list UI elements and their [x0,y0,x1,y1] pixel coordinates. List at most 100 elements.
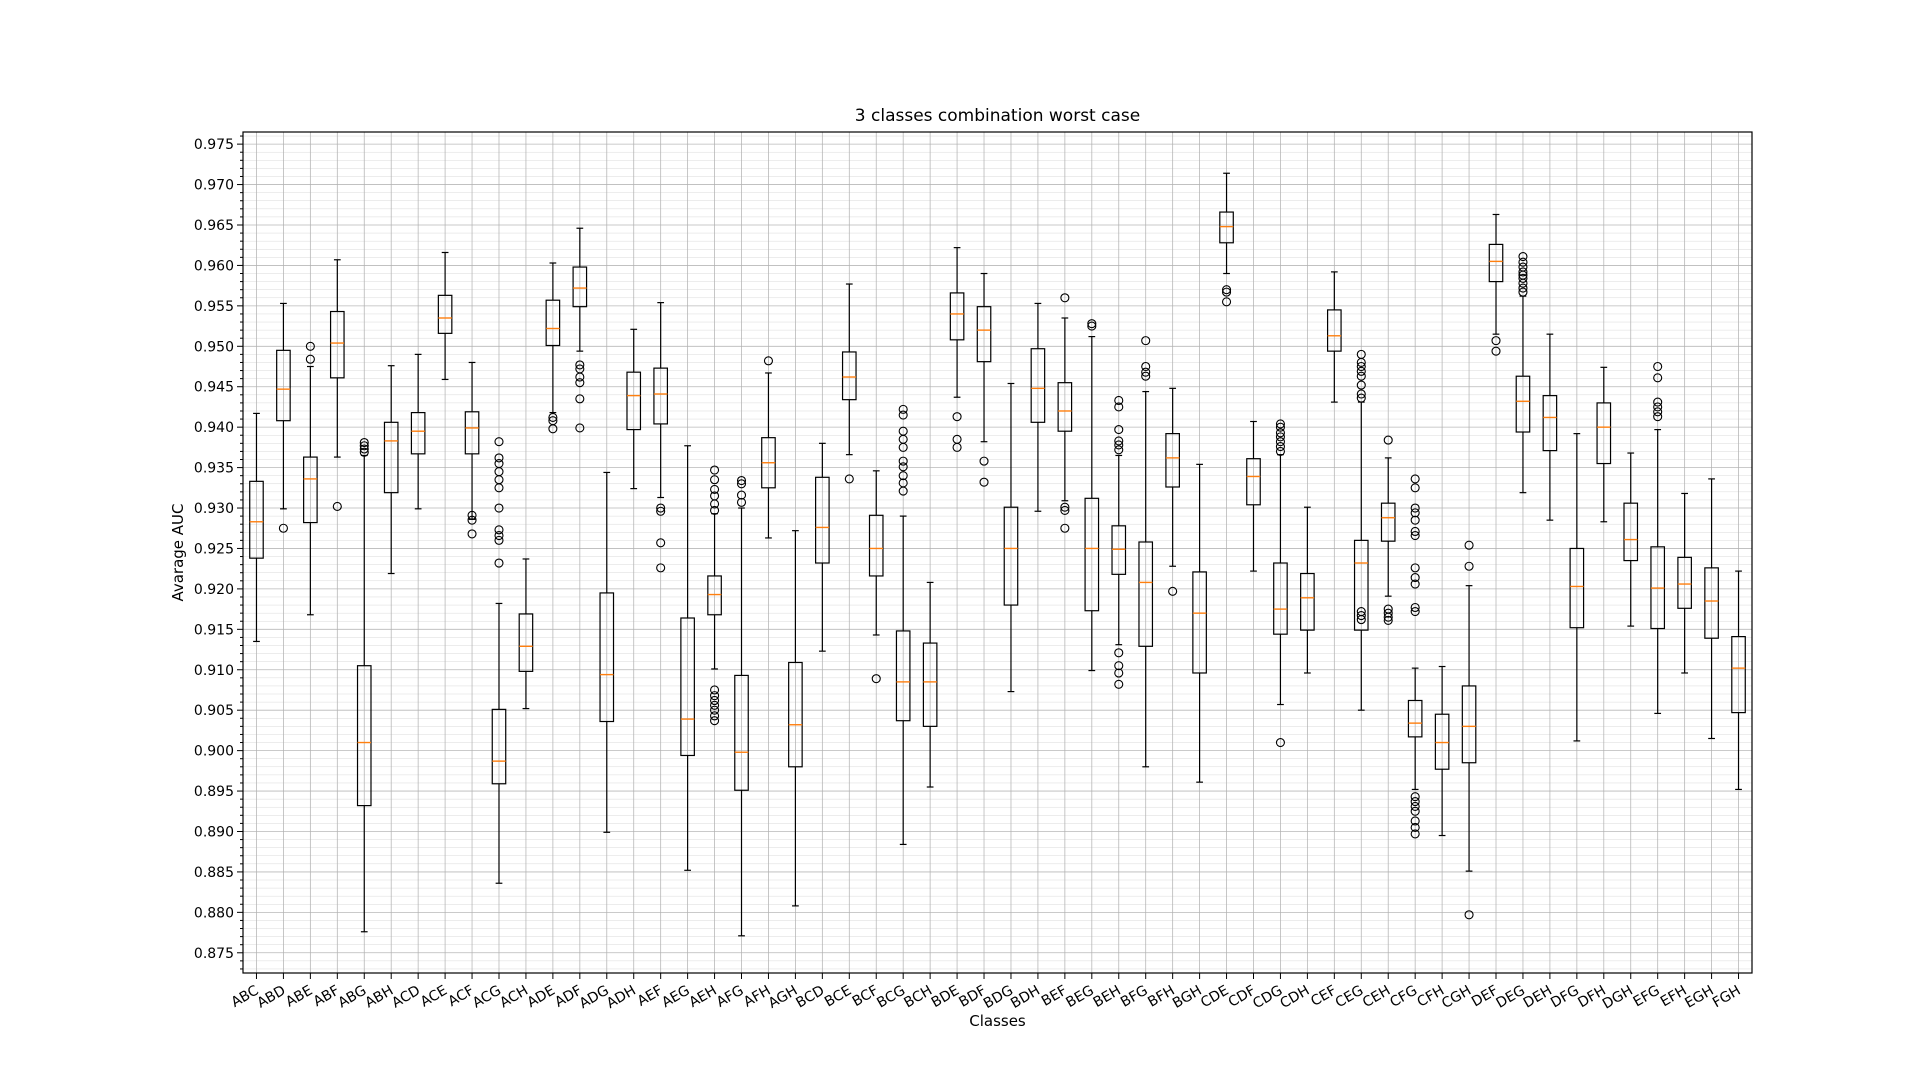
outlier-point [1275,419,1285,429]
iqr-box [680,617,695,757]
box-cgh [1461,540,1477,920]
outlier-point [1410,806,1420,816]
outlier-point [1168,586,1178,596]
iqr-box [1731,635,1746,714]
box-abh [383,365,399,575]
box-cdh [1300,506,1315,674]
box-efg [1650,361,1666,715]
iqr-box [383,421,399,494]
iqr-box [1542,395,1558,452]
outlier-point [1410,797,1420,807]
iqr-box [949,292,965,341]
iqr-box [734,674,749,791]
y-tick-label: 0.965 [194,218,234,234]
outlier-point [1383,615,1393,625]
box-aeg [680,445,695,871]
outlier-point [575,394,585,404]
outlier-point [952,412,962,422]
box-ach [518,558,534,710]
outlier-point [1356,361,1366,372]
outlier-point [1221,285,1232,295]
y-tick-label: 0.935 [194,461,234,477]
outlier-point [1653,397,1663,407]
iqr-box [1003,506,1019,606]
outlier-point [1410,579,1420,589]
outlier-point [1491,336,1501,346]
box-acg [491,437,507,884]
y-tick-label: 0.910 [194,663,234,679]
iqr-box [1704,567,1719,639]
iqr-box [1353,539,1369,631]
iqr-box [1488,243,1504,283]
outlier-point [656,503,666,513]
outlier-point [1114,445,1124,455]
box-bef [1057,293,1073,533]
box-fgh [1731,570,1746,791]
box-abd [276,302,291,533]
box-afh [761,356,776,539]
outlier-point [1518,287,1528,297]
grid-layer [243,132,1752,973]
box-aef [653,302,669,573]
outlier-point [1060,505,1070,516]
box-afg [734,475,749,937]
outlier-point [1275,437,1285,447]
outlier-point [494,525,504,535]
box-abe [303,341,318,616]
iqr-box [356,665,372,807]
outlier-point [736,497,747,507]
x-tick-label: FGH [1710,983,1743,1012]
iqr-box [1380,502,1396,542]
outlier-point [898,456,908,466]
iqr-box [1461,685,1477,764]
outlier-point [1114,648,1124,658]
y-tick-label: 0.880 [194,905,234,921]
outlier-point [575,364,585,374]
chart-title: 3 classes combination worst case [855,106,1140,126]
iqr-box [1326,309,1342,352]
box-abg [356,437,372,933]
box-def [1488,213,1504,356]
outlier-point [1518,262,1528,272]
outlier-point [1141,336,1151,346]
outlier-point [1060,293,1070,303]
iqr-box [868,514,884,577]
outlier-point [467,510,477,520]
outlier-point [1275,737,1285,748]
outlier-point [1275,442,1285,452]
iqr-box [1111,525,1127,575]
iqr-box [626,371,642,431]
outlier-point [1410,801,1420,811]
outlier-point [359,444,369,454]
iqr-box [572,266,588,308]
iqr-box [1084,497,1100,612]
outlier-point [1141,371,1151,381]
outlier-point [359,437,369,448]
box-egh [1704,478,1719,740]
outlier-point [710,691,720,701]
box-beh [1111,395,1127,689]
iqr-box [1623,502,1639,562]
iqr-box [464,411,480,455]
outlier-point [710,484,720,494]
outlier-point [1114,440,1124,450]
iqr-box [653,367,669,425]
outlier-point [1410,573,1420,583]
outlier-point [1114,425,1124,435]
outlier-point [359,441,369,451]
outlier-point [467,515,477,525]
outlier-point [1060,502,1070,512]
iqr-box [1165,433,1180,488]
iqr-box [276,349,291,422]
y-tick-label: 0.895 [194,784,234,800]
outlier-point [1653,361,1663,372]
iqr-box [895,630,911,722]
outlier-point [1410,530,1420,541]
box-bdf [976,272,992,487]
outlier-point [1410,508,1420,518]
box-dgh [1623,452,1639,627]
outlier-point [467,529,477,539]
box-bfg [1138,336,1154,768]
y-tick-label: 0.940 [194,420,234,436]
